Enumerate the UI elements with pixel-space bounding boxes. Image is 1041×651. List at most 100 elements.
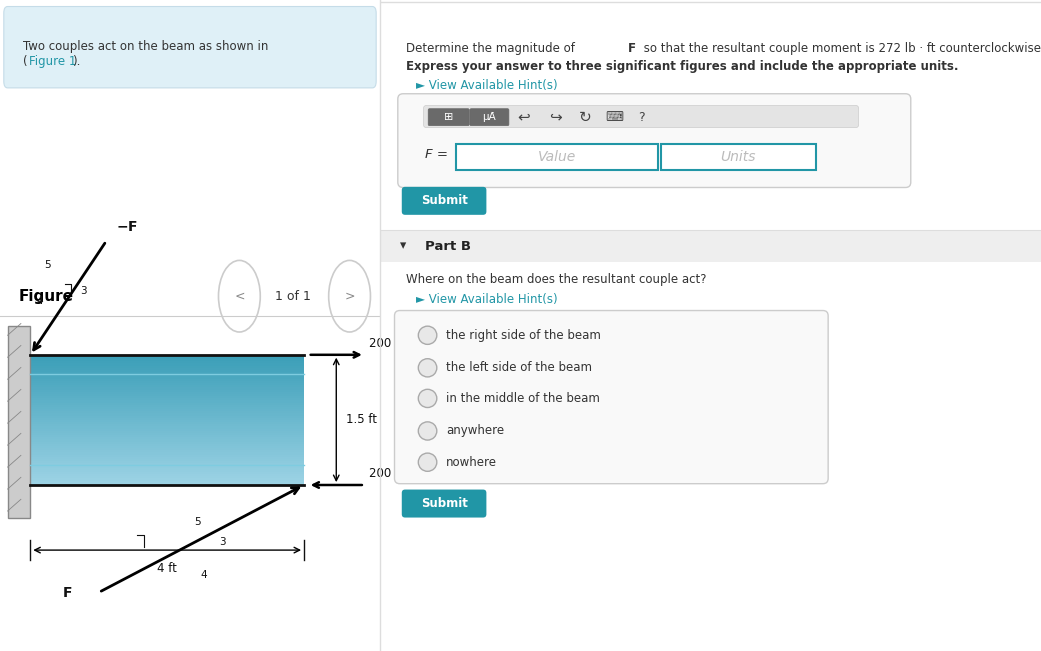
- FancyBboxPatch shape: [4, 7, 376, 88]
- Polygon shape: [30, 428, 304, 431]
- Circle shape: [418, 453, 437, 471]
- Text: Figure 1: Figure 1: [29, 55, 76, 68]
- Polygon shape: [30, 420, 304, 422]
- FancyBboxPatch shape: [469, 109, 509, 126]
- Text: 4 ft: 4 ft: [157, 562, 177, 575]
- Polygon shape: [30, 413, 304, 415]
- Circle shape: [418, 422, 437, 440]
- Text: 5: 5: [44, 260, 51, 270]
- Polygon shape: [30, 446, 304, 448]
- Polygon shape: [30, 480, 304, 483]
- Polygon shape: [30, 357, 304, 359]
- Polygon shape: [30, 374, 304, 376]
- Text: Value: Value: [538, 150, 577, 164]
- Polygon shape: [30, 402, 304, 405]
- Polygon shape: [30, 376, 304, 379]
- Text: F =: F =: [425, 148, 448, 161]
- Text: $\mathbf{-F}$: $\mathbf{-F}$: [116, 220, 137, 234]
- Polygon shape: [30, 361, 304, 363]
- Polygon shape: [30, 379, 304, 381]
- Polygon shape: [30, 452, 304, 454]
- FancyBboxPatch shape: [402, 187, 486, 215]
- Text: Submit: Submit: [421, 497, 467, 510]
- Polygon shape: [30, 359, 304, 361]
- Text: Determine the magnitude of: Determine the magnitude of: [406, 42, 579, 55]
- Polygon shape: [30, 394, 304, 396]
- Text: ⊞: ⊞: [445, 112, 454, 122]
- Text: Express your answer to three significant figures and include the appropriate uni: Express your answer to three significant…: [406, 60, 959, 73]
- Polygon shape: [30, 477, 304, 478]
- Polygon shape: [30, 405, 304, 407]
- Text: 200 lb: 200 lb: [369, 337, 405, 350]
- Polygon shape: [30, 372, 304, 374]
- Polygon shape: [30, 454, 304, 457]
- Text: Figure: Figure: [19, 288, 74, 304]
- Text: 4: 4: [36, 296, 44, 306]
- Bar: [456, 144, 658, 170]
- Polygon shape: [30, 424, 304, 426]
- FancyBboxPatch shape: [398, 94, 911, 187]
- Polygon shape: [30, 483, 304, 485]
- Text: μȦ: μȦ: [482, 112, 496, 122]
- Text: ↪: ↪: [549, 109, 561, 125]
- Text: anywhere: anywhere: [446, 424, 504, 437]
- Polygon shape: [30, 459, 304, 461]
- Polygon shape: [30, 467, 304, 470]
- Text: 5: 5: [195, 518, 201, 527]
- Polygon shape: [30, 415, 304, 418]
- Polygon shape: [30, 418, 304, 420]
- Text: 3: 3: [80, 286, 86, 296]
- Bar: [7, 326, 30, 518]
- Polygon shape: [30, 387, 304, 389]
- Text: nowhere: nowhere: [446, 456, 497, 469]
- Polygon shape: [30, 441, 304, 444]
- Polygon shape: [30, 385, 304, 387]
- Polygon shape: [30, 363, 304, 366]
- Polygon shape: [30, 396, 304, 398]
- Polygon shape: [30, 439, 304, 441]
- Polygon shape: [30, 478, 304, 480]
- Polygon shape: [30, 433, 304, 435]
- Circle shape: [418, 359, 437, 377]
- Text: ⌨: ⌨: [606, 111, 624, 124]
- Bar: [661, 144, 816, 170]
- Polygon shape: [30, 465, 304, 467]
- Polygon shape: [30, 389, 304, 392]
- Text: Where on the beam does the resultant couple act?: Where on the beam does the resultant cou…: [406, 273, 707, 286]
- Text: F: F: [628, 42, 636, 55]
- Text: $\mathbf{F}$: $\mathbf{F}$: [61, 586, 72, 600]
- Text: ► View Available Hint(s): ► View Available Hint(s): [416, 293, 558, 306]
- Polygon shape: [30, 422, 304, 424]
- Text: Units: Units: [720, 150, 756, 164]
- Text: ?: ?: [638, 111, 644, 124]
- Polygon shape: [30, 400, 304, 402]
- Polygon shape: [30, 407, 304, 409]
- Text: Submit: Submit: [421, 195, 467, 207]
- Bar: [380, 230, 1041, 262]
- Polygon shape: [30, 409, 304, 411]
- Polygon shape: [30, 426, 304, 428]
- Polygon shape: [30, 383, 304, 385]
- Polygon shape: [30, 368, 304, 370]
- FancyBboxPatch shape: [428, 109, 469, 126]
- Text: in the middle of the beam: in the middle of the beam: [446, 392, 600, 405]
- Polygon shape: [30, 431, 304, 433]
- Text: 1.5 ft: 1.5 ft: [346, 413, 377, 426]
- Text: ).: ).: [72, 55, 80, 68]
- Text: >: >: [345, 290, 355, 303]
- Text: 4: 4: [200, 570, 206, 579]
- Polygon shape: [30, 355, 304, 357]
- Polygon shape: [30, 437, 304, 439]
- Polygon shape: [30, 464, 304, 465]
- Text: so that the resultant couple moment is 272 lb · ft counterclockwise.: so that the resultant couple moment is 2…: [640, 42, 1041, 55]
- Polygon shape: [30, 450, 304, 452]
- Text: 200 lb: 200 lb: [369, 467, 405, 480]
- Circle shape: [418, 389, 437, 408]
- Text: ↻: ↻: [579, 109, 591, 125]
- Polygon shape: [30, 472, 304, 474]
- Text: the left side of the beam: the left side of the beam: [446, 361, 592, 374]
- Text: Part B: Part B: [425, 240, 471, 253]
- Text: 3: 3: [219, 537, 226, 547]
- Text: the right side of the beam: the right side of the beam: [446, 329, 601, 342]
- Polygon shape: [30, 398, 304, 400]
